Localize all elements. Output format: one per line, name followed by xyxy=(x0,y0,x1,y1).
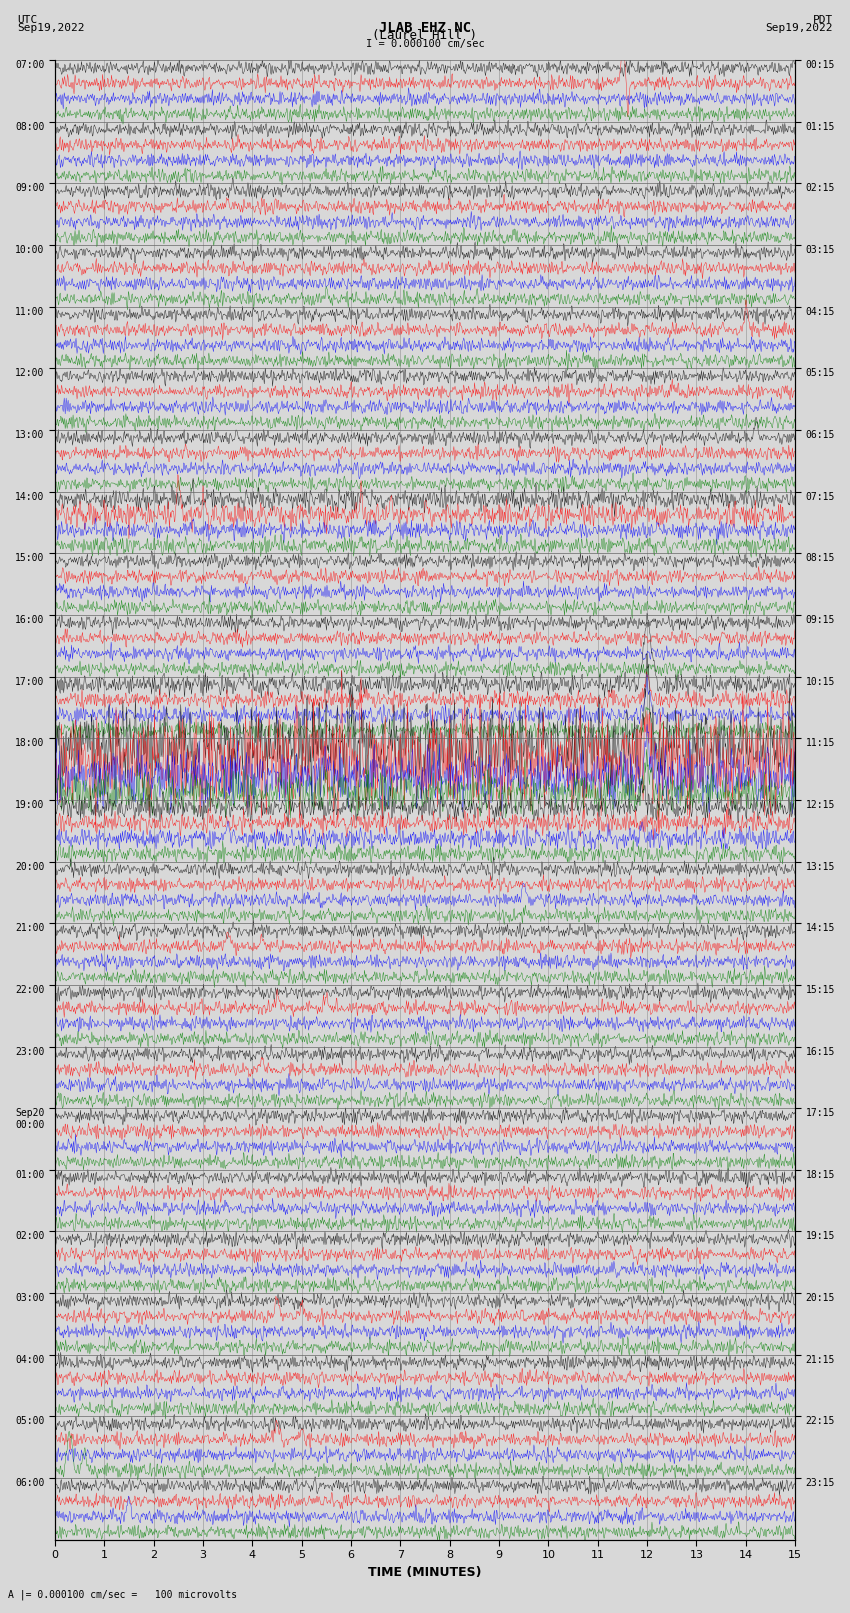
Text: Sep19,2022: Sep19,2022 xyxy=(17,23,84,32)
Text: UTC: UTC xyxy=(17,15,37,24)
Text: A |= 0.000100 cm/sec =   100 microvolts: A |= 0.000100 cm/sec = 100 microvolts xyxy=(8,1589,238,1600)
Text: PDT: PDT xyxy=(813,15,833,24)
Text: JLAB EHZ NC: JLAB EHZ NC xyxy=(379,21,471,35)
X-axis label: TIME (MINUTES): TIME (MINUTES) xyxy=(368,1566,482,1579)
Text: Sep19,2022: Sep19,2022 xyxy=(766,23,833,32)
Text: (Laurel Hill ): (Laurel Hill ) xyxy=(372,29,478,42)
Text: I = 0.000100 cm/sec: I = 0.000100 cm/sec xyxy=(366,39,484,48)
